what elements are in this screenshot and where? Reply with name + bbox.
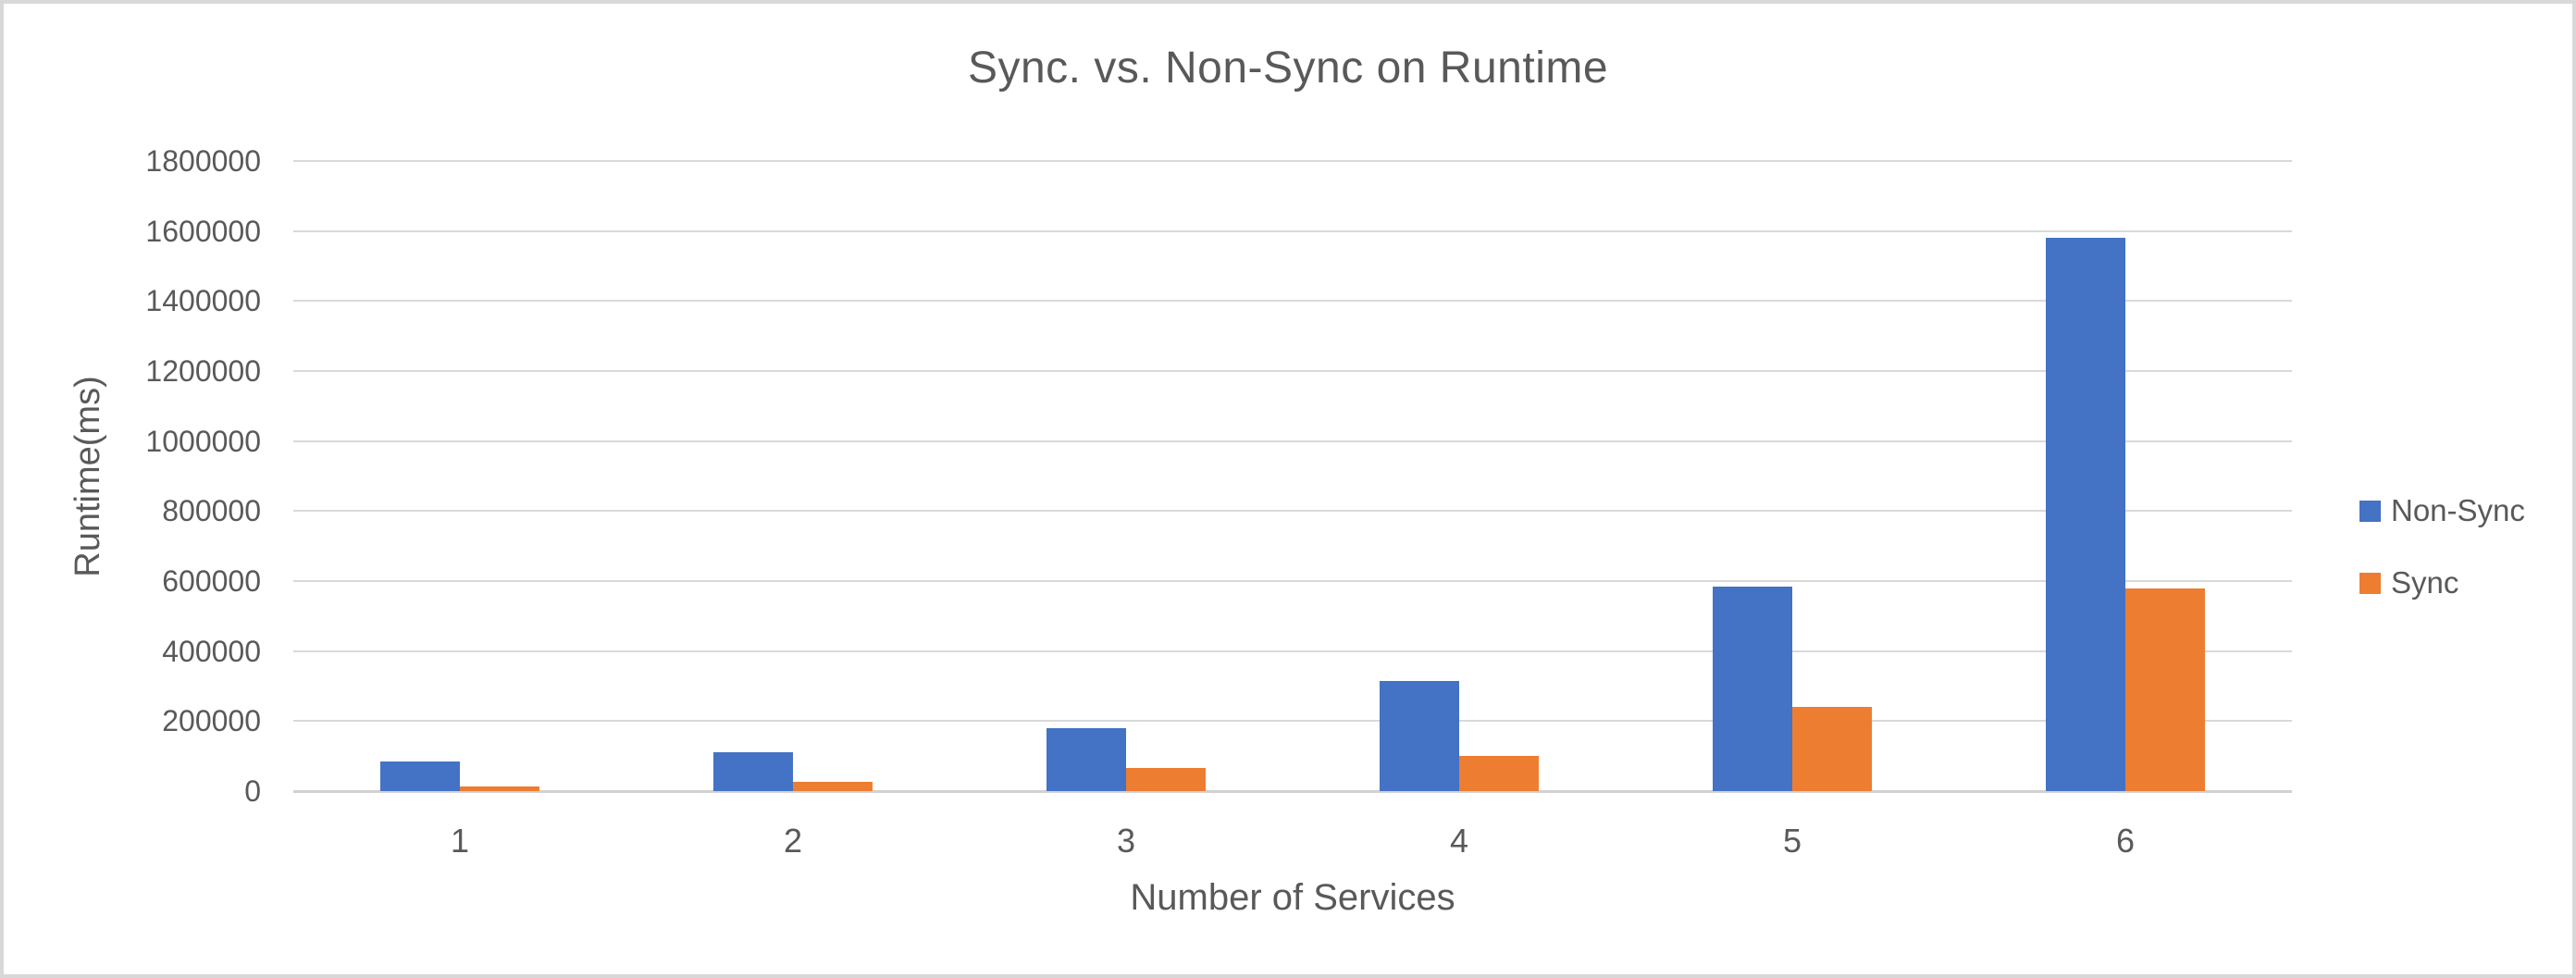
gridline: [293, 510, 2292, 513]
x-axis-line: [293, 790, 2292, 793]
y-axis-title: Runtime(ms): [68, 376, 107, 577]
y-tick-label: 200000: [162, 704, 261, 738]
x-tick-label: 6: [2115, 822, 2136, 860]
legend-swatch-icon: [2359, 572, 2381, 594]
y-tick-label: 800000: [162, 494, 261, 528]
chart-title: Sync. vs. Non-Sync on Runtime: [967, 43, 1609, 93]
gridline: [293, 580, 2292, 582]
legend-label: Sync: [2391, 565, 2459, 600]
y-tick-label: 400000: [162, 634, 261, 668]
legend-item-sync: Sync: [2359, 565, 2525, 600]
bar-sync-1: [460, 786, 539, 791]
bar-sync-4: [1459, 756, 1539, 791]
y-tick-label: 1800000: [145, 144, 261, 178]
gridline: [293, 370, 2292, 372]
bar-sync-6: [2125, 588, 2205, 791]
y-tick-label: 1600000: [145, 214, 261, 248]
gridline: [293, 300, 2292, 303]
y-tick-label: 1200000: [145, 354, 261, 388]
legend: Non-Sync Sync: [2359, 493, 2525, 600]
bar-sync-5: [1792, 707, 1872, 791]
x-tick-label: 1: [450, 822, 470, 860]
gridline: [293, 439, 2292, 442]
gridline: [293, 160, 2292, 162]
bar-non-sync-5: [1713, 586, 1792, 791]
bar-non-sync-2: [713, 752, 793, 791]
x-axis-title: Number of Services: [1130, 877, 1455, 918]
bar-sync-3: [1126, 768, 1206, 791]
bar-non-sync-6: [2046, 238, 2125, 791]
legend-label: Non-Sync: [2391, 493, 2525, 527]
bar-non-sync-4: [1380, 680, 1459, 791]
gridline: [293, 720, 2292, 723]
bar-non-sync-1: [380, 761, 460, 791]
y-tick-label: 1000000: [145, 424, 261, 458]
legend-item-non-sync: Non-Sync: [2359, 493, 2525, 527]
x-tick-label: 3: [1116, 822, 1136, 860]
y-tick-label: 1400000: [145, 284, 261, 318]
x-tick-label: 4: [1449, 822, 1469, 860]
gridline: [293, 229, 2292, 232]
legend-swatch-icon: [2359, 500, 2381, 522]
bar-non-sync-3: [1046, 727, 1126, 791]
x-tick-label: 5: [1782, 822, 1802, 860]
y-tick-label: 600000: [162, 564, 261, 598]
bar-sync-2: [793, 781, 873, 791]
gridline: [293, 650, 2292, 652]
x-tick-label: 2: [783, 822, 803, 860]
y-tick-label: 0: [244, 774, 261, 808]
